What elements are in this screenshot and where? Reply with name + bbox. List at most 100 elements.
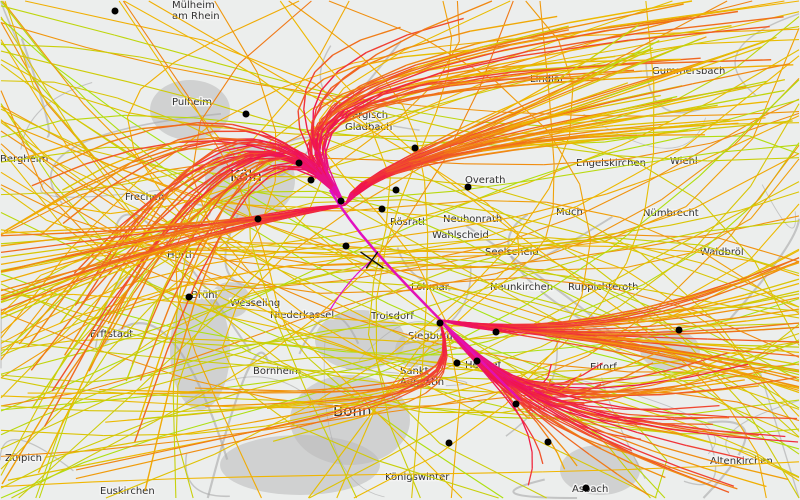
flight-track-segment — [405, 30, 471, 50]
flight-track-segment — [649, 146, 710, 182]
flight-track-segment — [255, 279, 346, 290]
flight-track-segment — [315, 87, 332, 110]
flight-track-segment — [59, 267, 114, 289]
flight-track-segment — [170, 245, 200, 304]
flight-track-segment — [0, 396, 113, 450]
flight-track-segment — [548, 400, 579, 412]
flight-track-segment — [193, 166, 239, 207]
flight-track-segment — [546, 389, 581, 400]
flight-track-segment — [639, 16, 784, 34]
flight-track-segment — [529, 274, 609, 315]
flight-track-segment — [68, 347, 149, 385]
flight-track-segment — [562, 112, 628, 128]
flight-track-segment — [86, 325, 164, 352]
flight-track-segment — [162, 183, 242, 247]
flight-track-segment — [738, 262, 800, 284]
flight-track-segment — [661, 295, 705, 310]
flight-track-segment — [750, 379, 800, 409]
flight-track-segment — [309, 268, 393, 272]
flight-track-segment — [518, 378, 547, 391]
flight-track-segment — [201, 222, 238, 231]
flight-track-segment — [707, 120, 793, 130]
waypoint-marker[interactable] — [242, 110, 250, 118]
flight-track-segment — [85, 421, 154, 459]
flight-track-segment — [604, 136, 684, 155]
flight-track-segment — [707, 338, 753, 342]
flight-track-segment — [294, 331, 369, 356]
flight-track-segment — [141, 209, 187, 258]
flight-track-segment — [413, 199, 479, 207]
flight-track-segment — [44, 331, 97, 427]
flight-track-segment — [539, 400, 571, 418]
flight-track-segment — [1, 377, 68, 485]
waypoint-marker[interactable] — [436, 319, 444, 327]
waypoint-marker[interactable] — [473, 357, 481, 365]
flight-track-segment — [187, 163, 221, 188]
flight-track-segment — [739, 350, 800, 357]
waypoint-marker[interactable] — [378, 205, 386, 213]
flight-track-segment — [299, 128, 309, 148]
flight-track-segment — [318, 129, 324, 149]
flight-track-segment — [0, 18, 52, 64]
flight-track-segment — [527, 144, 622, 184]
flight-track-segment — [122, 246, 174, 263]
flight-track-segment — [246, 160, 269, 177]
flight-track-segment — [616, 97, 673, 112]
waypoint-marker[interactable] — [445, 439, 453, 447]
flight-track-segment — [661, 388, 723, 396]
flight-track-segment — [439, 55, 521, 75]
flight-track-segment — [242, 218, 273, 228]
flight-track-segment — [525, 70, 643, 82]
flight-track-segment — [525, 0, 560, 41]
waypoint-marker[interactable] — [582, 484, 590, 492]
waypoint-marker[interactable] — [453, 359, 461, 367]
flight-track-segment — [439, 79, 526, 94]
flight-track-segment — [238, 0, 312, 65]
waypoint-marker[interactable] — [492, 328, 500, 336]
flight-track-segment — [673, 328, 746, 407]
flight-track-segment — [622, 32, 707, 50]
waypoint-marker[interactable] — [342, 242, 350, 250]
waypoint-marker[interactable] — [411, 144, 419, 152]
flight-track-segment — [481, 142, 532, 151]
flight-track-segment — [623, 345, 666, 356]
flight-track-segment — [312, 90, 322, 111]
flight-track-segment — [605, 418, 642, 429]
flight-track-segment — [324, 147, 330, 167]
flight-track-segment — [612, 7, 746, 27]
flight-track-segment — [360, 266, 365, 271]
flight-track-segment — [281, 165, 300, 168]
flight-track-segment — [345, 85, 380, 108]
waypoint-marker[interactable] — [307, 176, 315, 184]
flight-track-segment — [260, 157, 283, 164]
flight-track-segment — [692, 63, 790, 85]
flight-track-segment — [344, 111, 424, 145]
flight-track-segment — [0, 22, 87, 48]
waypoint-marker[interactable] — [512, 400, 520, 408]
flight-track-segment — [580, 277, 658, 293]
waypoint-marker[interactable] — [254, 215, 262, 223]
flight-track-segment — [167, 352, 243, 374]
flight-track-segment — [344, 192, 354, 206]
flight-track-segment — [544, 394, 580, 409]
flight-track-segment — [685, 282, 739, 299]
waypoint-marker[interactable] — [185, 293, 193, 301]
waypoint-marker[interactable] — [544, 438, 552, 446]
waypoint-marker[interactable] — [464, 183, 472, 191]
flight-track-segment — [567, 109, 618, 123]
waypoint-marker[interactable] — [675, 326, 683, 334]
waypoint-marker[interactable] — [111, 7, 119, 15]
flight-track-segment — [377, 68, 430, 90]
flight-track-segment — [620, 406, 670, 414]
flight-track-segment — [318, 158, 327, 176]
waypoint-marker[interactable] — [295, 159, 303, 167]
road — [206, 351, 270, 499]
flight-track-segment — [680, 80, 767, 100]
flight-track-segment — [249, 271, 310, 319]
flight-track-segment — [454, 335, 471, 354]
flight-track-segment — [408, 150, 445, 163]
flight-track-segment — [459, 243, 513, 300]
waypoint-marker[interactable] — [337, 197, 345, 205]
waypoint-marker[interactable] — [392, 186, 400, 194]
